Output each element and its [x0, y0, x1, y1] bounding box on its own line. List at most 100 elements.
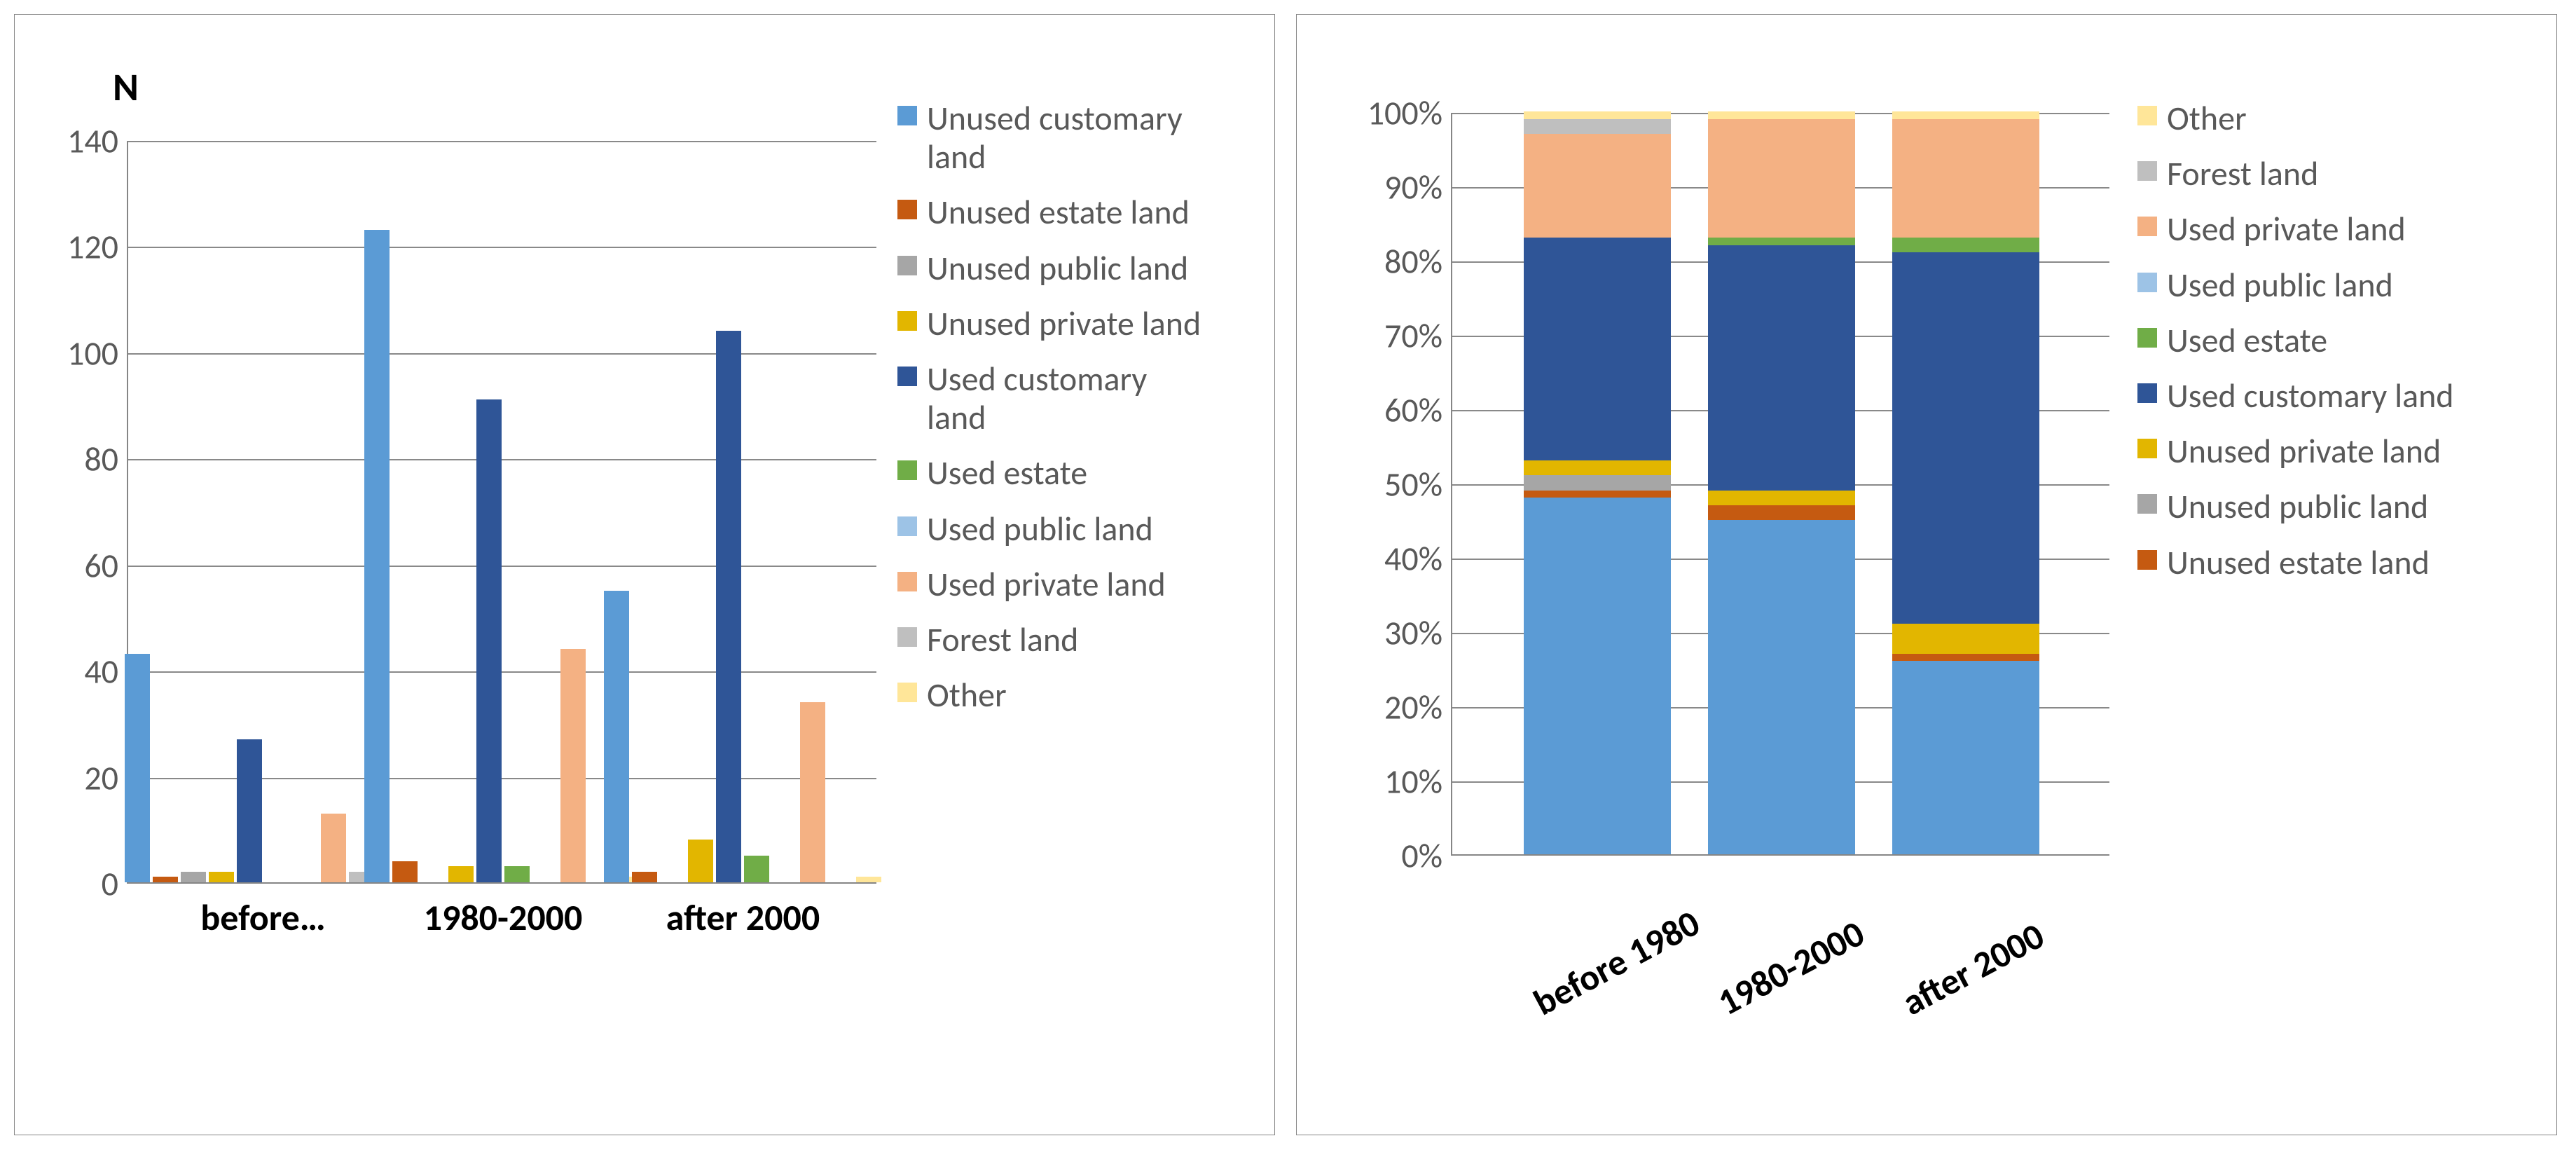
bar-used_customary — [237, 739, 262, 882]
segment-unused_customary — [1524, 498, 1671, 854]
legend-label: Unused customary land — [927, 99, 1207, 176]
y-tick-label: 20% — [1384, 687, 1452, 728]
legend-label: Other — [927, 676, 1007, 714]
legend-label: Used customary land — [2167, 376, 2454, 415]
stacked-column — [1892, 111, 2039, 854]
stacked-bar-plot-area: 0%10%20%30%40%50%60%70%80%90%100%before … — [1451, 113, 2109, 856]
bar-unused_estate — [632, 872, 657, 882]
legend-item-used_public: Used public land — [2137, 266, 2454, 304]
y-tick-label: 100% — [1368, 93, 1452, 134]
legend-swatch — [2137, 550, 2157, 570]
bar-used_private — [800, 702, 825, 882]
legend-item-unused_private: Unused private land — [897, 304, 1207, 343]
bar-unused_estate — [392, 861, 418, 882]
legend-swatch — [2137, 383, 2157, 403]
segment-forest — [1524, 119, 1671, 134]
bar-unused_estate — [153, 877, 178, 882]
legend-item-other: Other — [2137, 99, 2454, 137]
y-tick-label: 50% — [1384, 464, 1452, 505]
segment-unused_customary — [1892, 661, 2039, 854]
bar-group — [604, 331, 881, 882]
legend-label: Used public land — [927, 509, 1153, 548]
legend-label: Used public land — [2167, 266, 2393, 304]
legend-label: Unused private land — [927, 304, 1201, 343]
legend-swatch — [2137, 328, 2157, 348]
segment-unused_private — [1524, 460, 1671, 475]
legend-label: Used customary land — [927, 360, 1207, 437]
bar-used_customary — [716, 331, 741, 882]
segment-used_private — [1708, 119, 1855, 238]
bar-unused_private — [209, 872, 234, 882]
legend-label: Used estate — [927, 453, 1087, 492]
grouped-bar-chart-panel: N 020406080100120140before…1980-2000afte… — [14, 14, 1275, 1135]
segment-used_customary — [1524, 238, 1671, 460]
legend-swatch — [2137, 217, 2157, 236]
legend-item-unused_public: Unused public land — [897, 249, 1207, 287]
segment-used_estate — [1892, 238, 2039, 252]
legend-label: Used private land — [927, 565, 1166, 603]
legend-item-forest: Forest land — [2137, 154, 2454, 193]
segment-used_private — [1524, 134, 1671, 238]
legend-item-unused_customary: Unused customary land — [897, 99, 1207, 176]
x-category-label: before 1980 — [1520, 889, 1707, 1025]
legend-swatch — [897, 106, 917, 125]
y-tick-label: 60 — [84, 545, 128, 586]
bar-unused_customary — [604, 591, 629, 882]
x-category-label: after 2000 — [1889, 902, 2051, 1025]
legend-swatch — [2137, 161, 2157, 181]
legend-label: Unused estate land — [927, 193, 1190, 231]
legend-swatch — [897, 367, 917, 386]
segment-used_private — [1892, 119, 2039, 238]
x-category-label: before… — [200, 882, 325, 940]
legend-item-used_estate: Used estate — [2137, 321, 2454, 360]
legend-item-unused_public: Unused public land — [2137, 487, 2454, 526]
legend-item-unused_private: Unused private land — [2137, 432, 2454, 470]
y-tick-label: 80 — [84, 439, 128, 480]
legend-swatch — [897, 627, 917, 647]
legend-item-used_customary: Used customary land — [897, 360, 1207, 437]
legend-item-other: Other — [897, 676, 1207, 714]
y-tick-label: 140 — [67, 121, 128, 162]
bar-other — [856, 877, 881, 882]
y-tick-label: 0% — [1401, 835, 1452, 877]
stacked-column — [1524, 111, 1671, 854]
legend-label: Unused estate land — [2167, 543, 2430, 582]
bar-used_customary — [476, 399, 502, 882]
segment-other — [1892, 111, 2039, 119]
y-tick-label: 40% — [1384, 538, 1452, 580]
segment-unused_private — [1708, 491, 1855, 505]
legend-swatch — [897, 460, 917, 480]
gridline — [128, 141, 876, 142]
y-tick-label: 90% — [1384, 167, 1452, 208]
legend-label: Used private land — [2167, 210, 2406, 248]
legend-swatch — [2137, 439, 2157, 458]
legend-swatch — [897, 572, 917, 591]
grouped-bar-legend: Unused customary land Unused estate land U… — [897, 99, 1207, 714]
legend-item-used_private: Used private land — [897, 565, 1207, 603]
legend-swatch — [897, 683, 917, 702]
bar-used_estate — [504, 866, 530, 882]
bar-unused_private — [688, 840, 713, 882]
segment-unused_public — [1524, 475, 1671, 490]
legend-swatch — [897, 516, 917, 536]
y-tick-label: 40 — [84, 651, 128, 692]
segment-used_customary — [1708, 245, 1855, 491]
y-tick-label: 70% — [1384, 315, 1452, 357]
y-tick-label: 60% — [1384, 390, 1452, 431]
x-category-label: 1980-2000 — [1704, 899, 1872, 1025]
legend-label: Unused private land — [2167, 432, 2441, 470]
bar-used_private — [321, 814, 346, 882]
stacked-column — [1708, 111, 1855, 854]
segment-unused_private — [1892, 624, 2039, 653]
legend-item-used_customary: Used customary land — [2137, 376, 2454, 415]
legend-label: Forest land — [2167, 154, 2318, 193]
legend-swatch — [2137, 494, 2157, 514]
bar-unused_public — [181, 872, 206, 882]
legend-item-unused_estate: Unused estate land — [2137, 543, 2454, 582]
legend-label: Used estate — [2167, 321, 2327, 360]
legend-label: Unused public land — [2167, 487, 2428, 526]
legend-label: Unused public land — [927, 249, 1188, 287]
legend-swatch — [897, 256, 917, 275]
segment-used_customary — [1892, 252, 2039, 624]
legend-label: Forest land — [927, 620, 1078, 659]
